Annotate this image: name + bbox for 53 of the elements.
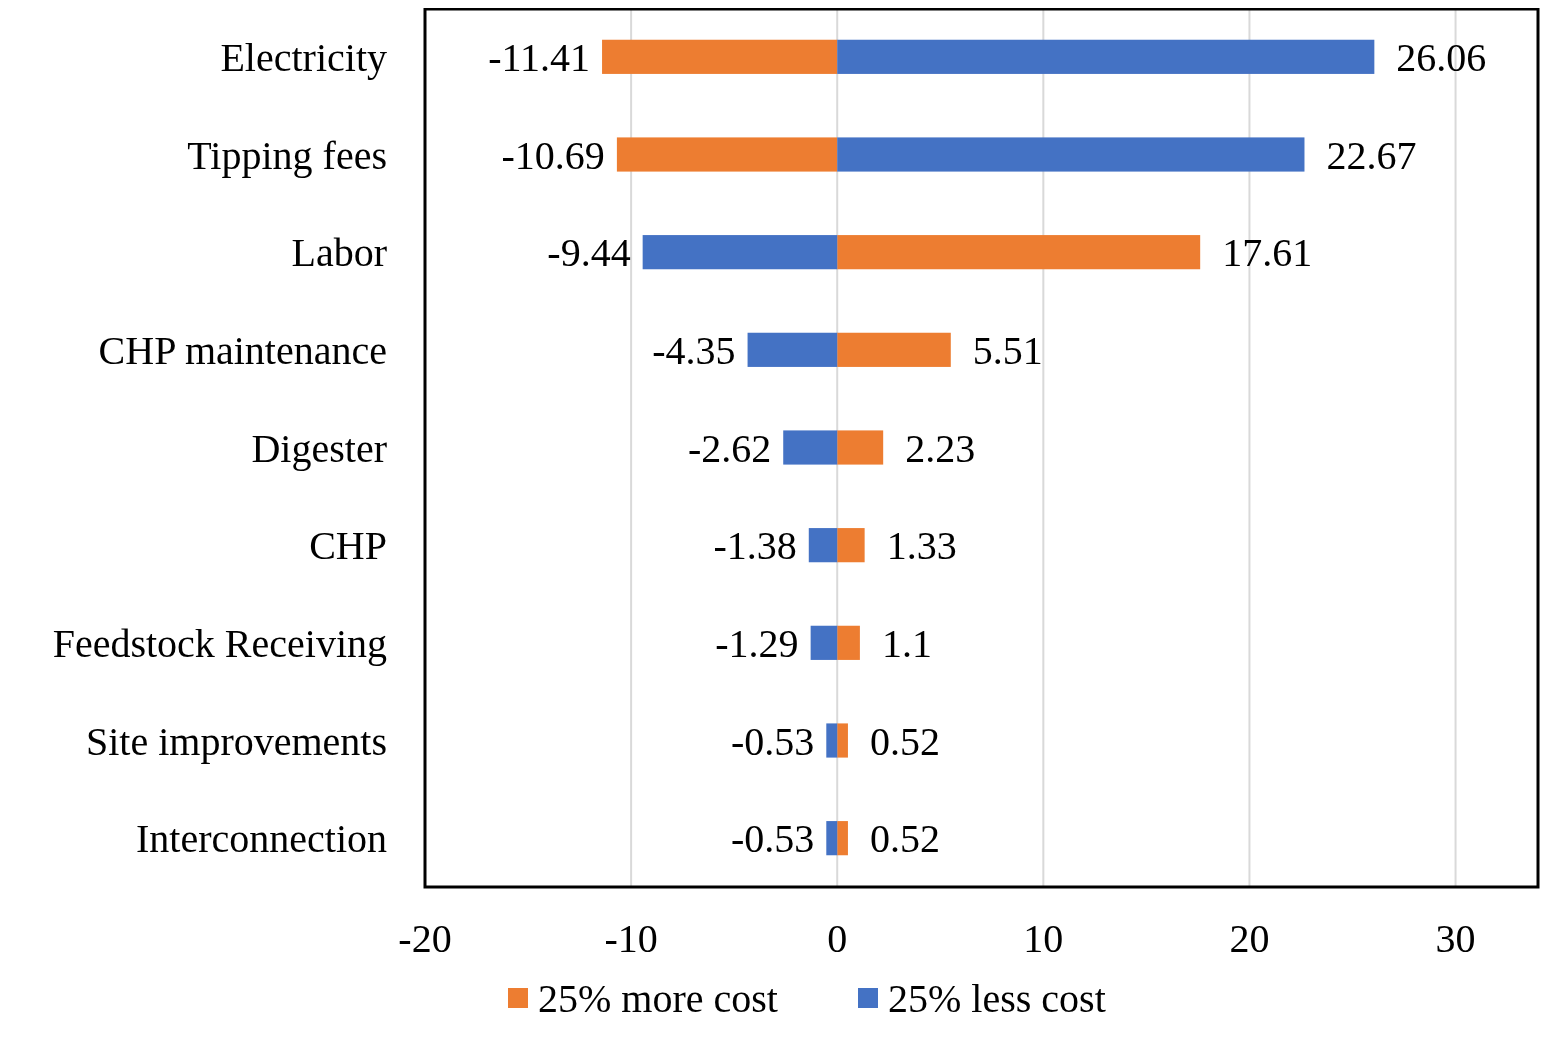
x-tick-label: 20 [1229,916,1270,961]
y-tick-label: CHP [309,523,387,569]
data-label: -1.38 [713,523,797,569]
data-label: -0.53 [730,718,815,764]
data-label: -10.69 [501,132,605,178]
y-tick-label: Feedstock Receiving [52,620,387,666]
data-label: 0.52 [869,816,940,862]
legend-label: 25% more cost [538,976,778,1021]
bar [837,430,884,465]
bar [837,235,1201,270]
bar [837,625,860,660]
bar [826,821,838,856]
y-tick-label: Site improvements [85,718,387,764]
y-tick-label: Tipping fees [187,132,387,178]
bar [837,332,951,367]
x-tick-label: 30 [1435,916,1476,961]
bar [642,235,838,270]
data-label: 5.51 [972,327,1043,373]
bar [783,430,838,465]
x-tick-label: -20 [398,916,452,961]
bar [616,137,838,172]
data-label: 26.06 [1396,34,1487,80]
data-label: 22.67 [1326,132,1417,178]
bar [837,723,848,758]
data-label: 17.61 [1222,230,1313,276]
data-label: 1.1 [881,620,932,666]
data-label: 0.52 [869,718,940,764]
y-tick-label: Interconnection [136,816,387,862]
data-label: -9.44 [547,230,631,276]
x-tick-label: 0 [827,916,848,961]
y-tick-label: Electricity [220,34,387,80]
bar [837,821,848,856]
bar [602,39,838,74]
data-label: -0.53 [730,816,815,862]
bar [808,528,838,563]
y-tick-label: CHP maintenance [98,327,387,373]
data-label: 2.23 [905,425,976,471]
x-tick-label: -10 [604,916,658,961]
data-label: -2.62 [687,425,772,471]
legend-label: 25% less cost [888,976,1106,1021]
data-label: 1.33 [886,523,957,569]
bar [747,332,838,367]
data-label: -1.29 [715,620,799,666]
bar [837,39,1375,74]
bar [837,528,865,563]
bar [837,137,1305,172]
y-tick-label: Digester [251,425,387,471]
y-tick-label: Labor [291,230,387,276]
data-label: -11.41 [488,34,591,80]
bar [826,723,838,758]
data-label: -4.35 [652,327,736,373]
x-tick-label: 10 [1023,916,1064,961]
bar [810,625,838,660]
